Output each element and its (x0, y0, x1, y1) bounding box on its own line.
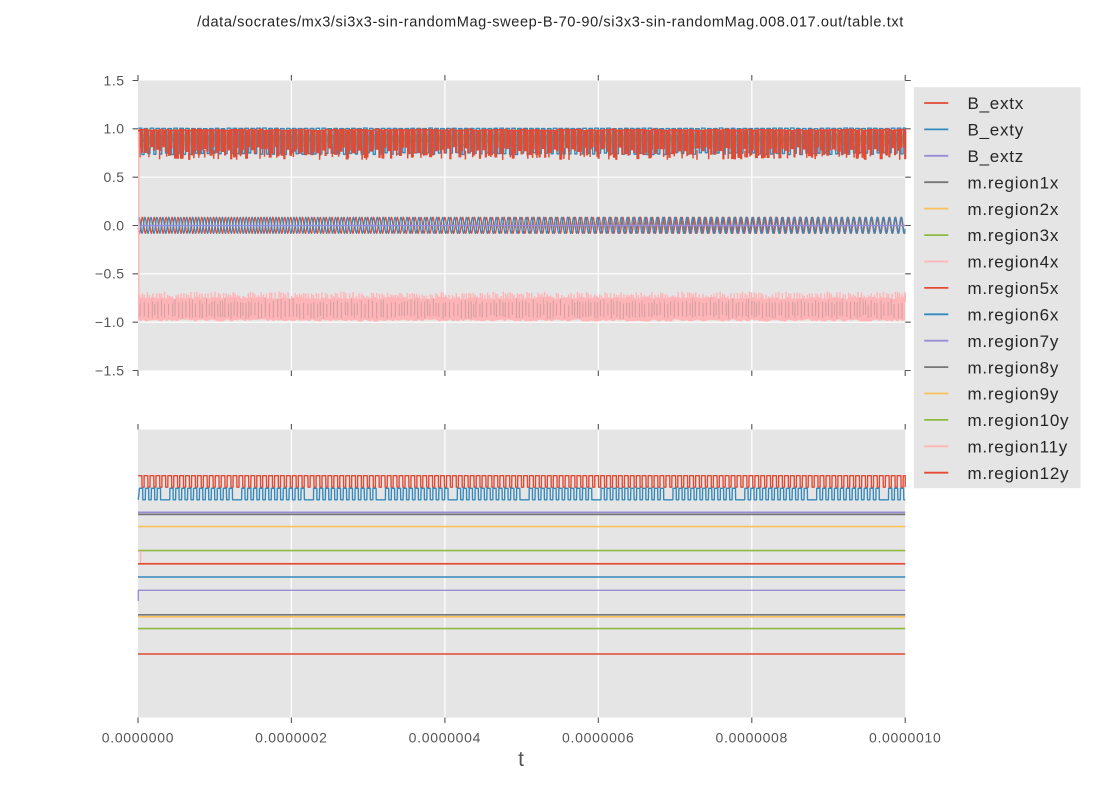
svg-text:m.region3x: m.region3x (968, 226, 1060, 245)
svg-text:B_extz: B_extz (968, 147, 1024, 166)
svg-text:1.0: 1.0 (104, 121, 125, 137)
svg-text:/data/socrates/mx3/si3x3-sin-r: /data/socrates/mx3/si3x3-sin-randomMag-s… (197, 14, 904, 30)
svg-text:t: t (518, 748, 524, 771)
svg-text:m.region6x: m.region6x (968, 306, 1060, 325)
svg-text:m.region10y: m.region10y (968, 411, 1070, 430)
svg-text:m.region12y: m.region12y (968, 464, 1070, 483)
svg-text:0.0000008: 0.0000008 (716, 729, 788, 745)
svg-text:0.0000004: 0.0000004 (409, 729, 481, 745)
svg-text:0.0000010: 0.0000010 (869, 729, 941, 745)
svg-text:m.region9y: m.region9y (968, 385, 1060, 404)
svg-text:−1.5: −1.5 (95, 362, 125, 378)
svg-text:0.0: 0.0 (104, 217, 125, 233)
svg-text:0.5: 0.5 (104, 169, 125, 185)
svg-text:B_exty: B_exty (968, 121, 1024, 140)
svg-text:−1.0: −1.0 (95, 314, 125, 330)
svg-text:m.region1x: m.region1x (968, 173, 1060, 192)
svg-text:m.region7y: m.region7y (968, 332, 1060, 351)
svg-text:m.region4x: m.region4x (968, 253, 1060, 272)
svg-text:m.region2x: m.region2x (968, 200, 1060, 219)
svg-text:0.0000006: 0.0000006 (562, 729, 634, 745)
svg-text:0.0000000: 0.0000000 (102, 729, 174, 745)
svg-text:m.region5x: m.region5x (968, 279, 1060, 298)
svg-text:m.region11y: m.region11y (968, 438, 1069, 457)
svg-text:1.5: 1.5 (104, 72, 125, 88)
svg-text:−0.5: −0.5 (95, 266, 125, 282)
svg-text:m.region8y: m.region8y (968, 358, 1060, 377)
svg-text:0.0000002: 0.0000002 (255, 729, 327, 745)
svg-text:B_extx: B_extx (968, 94, 1024, 113)
